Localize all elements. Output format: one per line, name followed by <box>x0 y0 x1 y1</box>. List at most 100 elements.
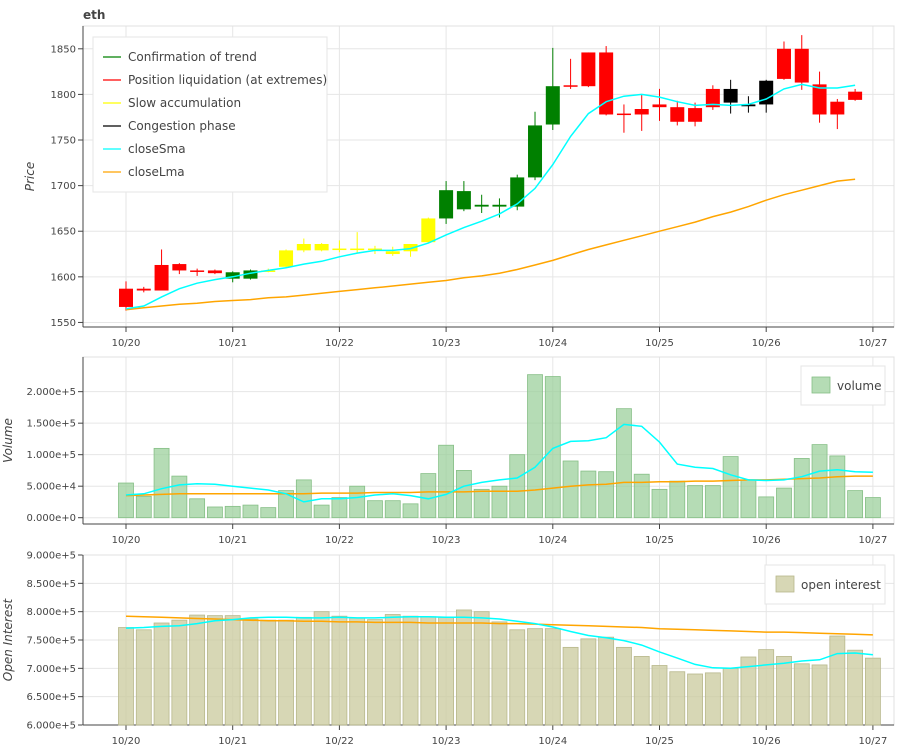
bar <box>491 621 508 726</box>
bar <box>544 628 561 726</box>
bar <box>455 609 472 726</box>
bar <box>473 488 490 519</box>
candle-body <box>688 108 703 122</box>
bar <box>278 619 294 726</box>
bar <box>349 617 366 726</box>
candle-body <box>652 104 667 108</box>
bar <box>562 646 579 726</box>
bar <box>687 485 703 519</box>
bar <box>829 635 846 726</box>
bar <box>153 622 170 726</box>
legend-swatch <box>775 575 795 593</box>
legend: Confirmation of trend Position liquidatio… <box>92 36 328 193</box>
bar <box>580 470 597 519</box>
bar <box>758 496 775 519</box>
bar <box>722 667 739 726</box>
x-tick-label: 10/26 <box>752 338 781 349</box>
candle-body <box>848 91 863 100</box>
candle-body <box>172 264 187 271</box>
bar <box>758 649 775 726</box>
y-tick-label: 8.000e+5 <box>26 607 76 618</box>
candle-body <box>705 88 720 108</box>
x-tick-label: 10/26 <box>752 535 781 546</box>
candle-body <box>528 125 543 178</box>
y-tick-label: 5.000e+4 <box>26 482 76 493</box>
x-tick-label: 10/22 <box>325 535 354 546</box>
candle-body <box>154 264 169 291</box>
candle-body <box>332 248 347 251</box>
candle-body <box>279 250 294 267</box>
y-tick-label: 1750 <box>51 136 76 147</box>
bar <box>473 611 490 726</box>
candle-body <box>510 177 525 207</box>
bar <box>633 656 650 726</box>
y-tick-label: 1700 <box>51 181 76 192</box>
x-tick-label: 10/23 <box>432 338 461 349</box>
bar <box>544 376 561 519</box>
x-tick-label: 10/25 <box>645 338 674 349</box>
bar <box>811 444 828 519</box>
legend-label: Slow accumulation <box>128 96 241 110</box>
x-tick-label: 10/20 <box>112 535 141 546</box>
bar <box>829 455 846 519</box>
bar <box>171 475 188 519</box>
x-tick-label: 10/27 <box>858 338 887 349</box>
bar <box>455 470 472 519</box>
bar <box>598 471 615 519</box>
bar <box>527 628 543 726</box>
x-tick-label: 10/23 <box>432 535 461 546</box>
x-tick-label: 10/22 <box>325 736 354 747</box>
bar <box>633 473 650 519</box>
candle-body <box>492 204 507 207</box>
candle-body <box>439 190 454 219</box>
candle-body <box>403 243 418 252</box>
y-tick-label: 2.000e+5 <box>26 387 76 398</box>
bar <box>135 495 152 519</box>
legend-label: closeSma <box>128 142 186 156</box>
y-tick-label: 8.500e+5 <box>26 579 76 590</box>
legend-label: closeLma <box>128 165 185 179</box>
candle-body <box>545 86 560 125</box>
bar <box>171 619 188 726</box>
bar <box>420 616 437 726</box>
bar <box>367 500 383 519</box>
panel-2: 6.000e+5 6.500e+5 7.000e+5 7.500e+5 8.000e+5… <box>1 551 895 747</box>
x-tick-label: 10/21 <box>218 736 247 747</box>
bar <box>722 456 739 519</box>
candle-body <box>581 52 596 87</box>
y-axis-label: Price <box>23 162 37 191</box>
bar <box>509 629 526 726</box>
bar <box>776 656 792 726</box>
bar <box>153 447 170 519</box>
bar <box>402 503 419 519</box>
candle-body <box>670 107 685 122</box>
bar <box>651 488 668 519</box>
bar <box>420 473 437 519</box>
bar <box>224 615 241 726</box>
bar <box>313 504 330 519</box>
y-tick-label: 1650 <box>51 227 76 238</box>
candle-body <box>723 88 738 103</box>
bar <box>242 618 259 726</box>
bar <box>384 500 401 519</box>
candle-body <box>776 48 791 79</box>
candle-body <box>634 109 649 115</box>
x-tick-label: 10/25 <box>645 535 674 546</box>
bar <box>242 504 259 519</box>
bar <box>402 615 419 726</box>
bar <box>313 611 330 726</box>
bar <box>580 638 597 726</box>
bar <box>189 498 206 519</box>
bar <box>207 615 223 726</box>
y-tick-label: 1550 <box>51 318 76 329</box>
x-tick-label: 10/25 <box>645 736 674 747</box>
chart-title: eth <box>83 8 105 22</box>
bar <box>207 506 223 519</box>
x-tick-label: 10/21 <box>218 535 247 546</box>
candle-body <box>794 48 809 83</box>
x-tick-label: 10/27 <box>858 736 887 747</box>
bar <box>704 672 721 726</box>
bar <box>669 480 686 519</box>
